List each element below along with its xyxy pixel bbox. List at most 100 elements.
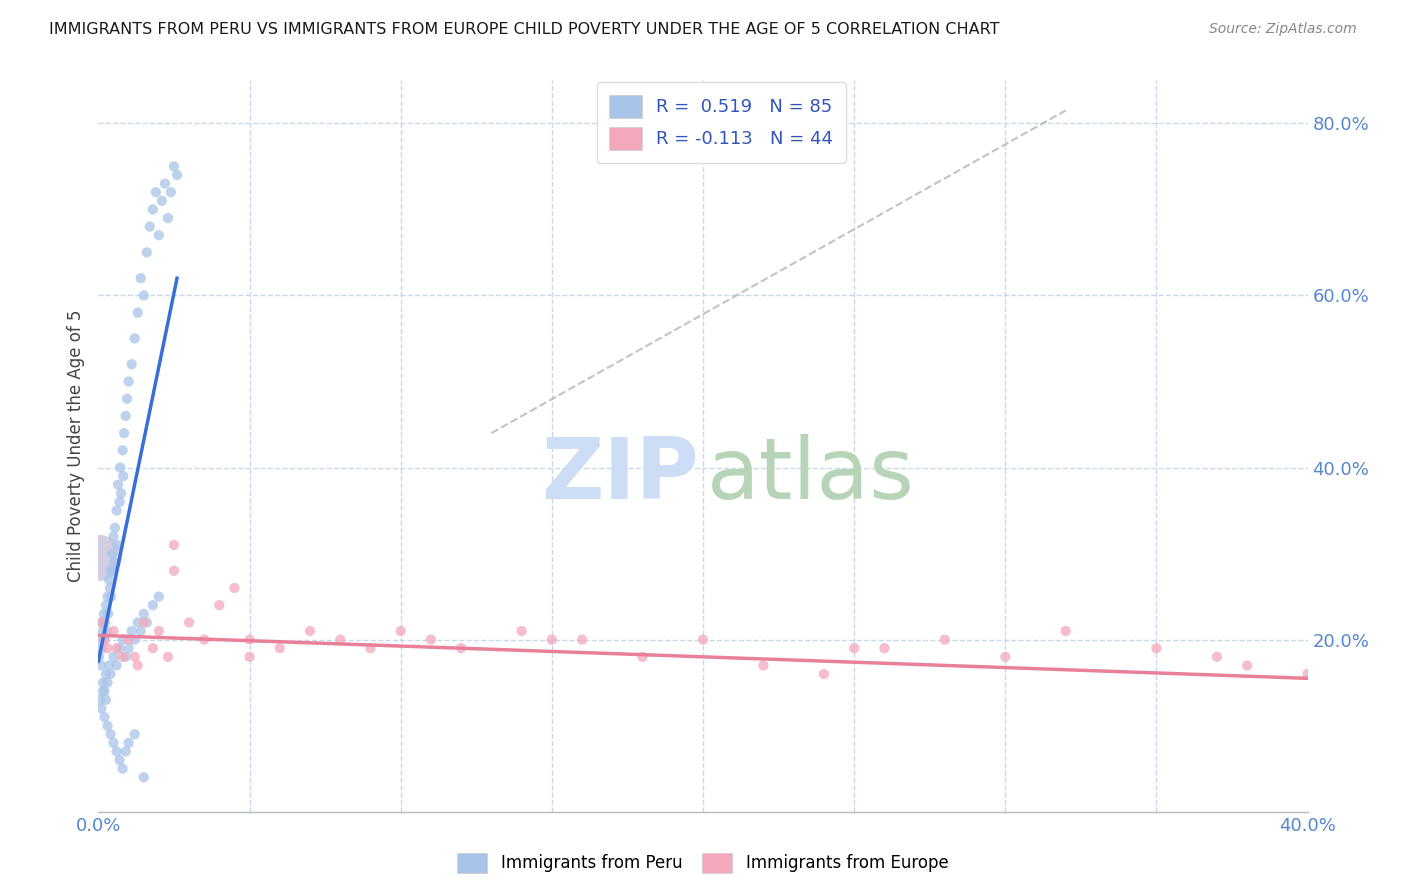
Text: IMMIGRANTS FROM PERU VS IMMIGRANTS FROM EUROPE CHILD POVERTY UNDER THE AGE OF 5 : IMMIGRANTS FROM PERU VS IMMIGRANTS FROM … [49,22,1000,37]
Point [96,590,118,604]
Point [129,271,152,285]
Point [98,573,121,587]
Point [360,641,382,656]
Point [142,641,165,656]
Point [420,632,443,647]
Point [1206,649,1229,664]
Point [813,667,835,681]
Point [100,667,122,681]
Point [208,598,231,612]
Point [132,770,155,784]
Point [90,615,112,630]
Point [100,564,122,578]
Point [111,443,134,458]
Point [450,641,472,656]
Point [135,615,157,630]
Point [103,736,125,750]
Point [844,641,866,656]
Point [93,607,115,621]
Point [163,159,186,173]
Point [87,550,110,565]
Point [994,649,1017,664]
Point [631,649,654,664]
Point [239,632,262,647]
Point [89,693,111,707]
Point [510,624,533,638]
Point [91,641,114,656]
Point [692,632,714,647]
Point [124,727,146,741]
Point [94,598,117,612]
Point [91,624,114,638]
Point [129,624,152,638]
Point [132,288,155,302]
Point [873,641,896,656]
Point [94,667,117,681]
Point [1236,658,1258,673]
Point [90,658,112,673]
Point [148,228,170,243]
Point [118,736,141,750]
Point [112,469,135,483]
Point [93,632,115,647]
Point [89,632,111,647]
Point [127,615,149,630]
Point [100,590,122,604]
Point [105,658,128,673]
Point [160,185,183,199]
Point [1054,624,1077,638]
Point [103,555,125,569]
Point [108,641,131,656]
Point [108,495,131,509]
Point [93,710,115,724]
Point [124,649,146,664]
Point [105,744,128,758]
Point [389,624,412,638]
Point [98,581,121,595]
Point [93,684,115,698]
Point [93,632,115,647]
Point [571,632,593,647]
Text: atlas: atlas [707,434,915,516]
Point [91,675,114,690]
Point [112,426,135,441]
Point [111,762,134,776]
Point [110,486,132,500]
Point [114,744,136,758]
Point [299,624,322,638]
Point [269,641,291,656]
Point [934,632,956,647]
Point [153,177,176,191]
Point [179,615,201,630]
Point [132,615,155,630]
Point [101,547,124,561]
Point [150,194,173,208]
Point [101,564,124,578]
Point [329,632,352,647]
Point [163,564,186,578]
Legend: R =  0.519   N = 85, R = -0.113   N = 44: R = 0.519 N = 85, R = -0.113 N = 44 [596,82,846,162]
Point [118,375,141,389]
Point [105,641,128,656]
Point [752,658,775,673]
Point [91,684,114,698]
Legend: Immigrants from Peru, Immigrants from Europe: Immigrants from Peru, Immigrants from Eu… [451,847,955,880]
Point [124,331,146,345]
Point [103,649,125,664]
Y-axis label: Child Poverty Under the Age of 5: Child Poverty Under the Age of 5 [66,310,84,582]
Point [148,590,170,604]
Point [163,538,186,552]
Point [114,409,136,423]
Point [94,693,117,707]
Point [540,632,562,647]
Point [90,701,112,715]
Point [132,607,155,621]
Point [127,305,149,319]
Point [103,624,125,638]
Point [111,649,134,664]
Point [94,615,117,630]
Point [98,658,121,673]
Point [97,607,120,621]
Point [105,538,128,552]
Point [1144,641,1167,656]
